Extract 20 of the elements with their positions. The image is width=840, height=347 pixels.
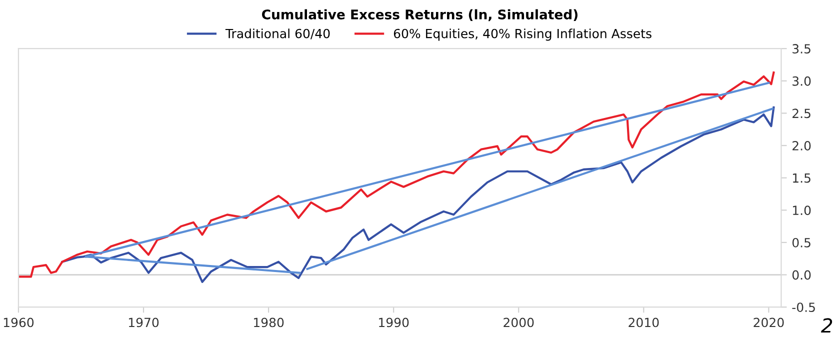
x-tick-label: 1960 <box>4 318 34 328</box>
x-tick-label: 2000 <box>504 318 534 328</box>
y-tick-label: 1.0 <box>792 206 811 216</box>
y-tick-label: 0.5 <box>792 238 810 248</box>
y-tick-label: 3.0 <box>792 76 811 86</box>
chart-title: Cumulative Excess Returns (ln, Simulated) <box>262 9 578 22</box>
y-tick-label: 1.5 <box>792 173 810 183</box>
legend-label: 60% Equities, 40% Rising Inflation Assets <box>394 28 652 41</box>
x-tick-label: 1990 <box>379 318 409 328</box>
x-tick-label: 1970 <box>128 318 159 328</box>
text: 2 <box>820 318 832 333</box>
x-tick-label: 2010 <box>628 318 659 328</box>
x-tick-label: 1980 <box>254 318 284 328</box>
x-tick-label: 2020 <box>754 318 784 328</box>
y-tick-label: 2.0 <box>792 140 811 150</box>
y-tick-label: 0.0 <box>792 270 811 280</box>
legend-label: Traditional 60/40 <box>225 28 330 40</box>
y-tick-label: 3.5 <box>792 44 810 54</box>
y-tick-label: -0.5 <box>792 302 815 312</box>
y-tick-label: 2.5 <box>792 108 810 118</box>
